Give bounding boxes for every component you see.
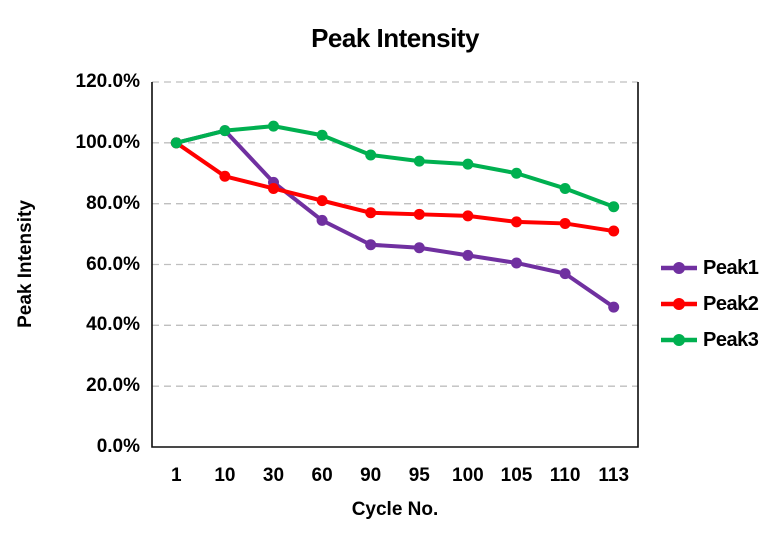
x-tick-label: 60 (311, 465, 333, 486)
legend: Peak1 Peak2 Peak3 (660, 256, 759, 352)
data-point-peak1 (608, 301, 620, 313)
data-point-peak2 (608, 225, 620, 237)
x-tick-label: 90 (360, 465, 382, 486)
legend-dot-peak3 (673, 334, 685, 346)
y-tick-label: 40.0% (86, 314, 140, 336)
data-point-peak2 (413, 208, 425, 220)
legend-marker-peak1 (661, 262, 697, 274)
data-point-peak2 (559, 217, 571, 229)
y-tick-label: 0.0% (96, 436, 140, 457)
series-line-peak3 (174, 124, 616, 209)
data-point-peak2 (268, 182, 279, 194)
data-point-peak2 (316, 195, 328, 207)
data-point-peak3 (316, 129, 328, 141)
x-tick-label: 10 (214, 465, 236, 486)
data-point-peak1 (316, 214, 328, 226)
data-point-peak2 (511, 216, 522, 228)
x-tick-label: 95 (408, 465, 430, 486)
legend-item-peak2: Peak2 (660, 292, 759, 316)
y-tick-label: 80.0% (86, 192, 140, 214)
data-point-peak3 (365, 149, 377, 161)
y-tick-label: 20.0% (86, 375, 140, 397)
x-tick-label: 30 (262, 465, 285, 486)
legend-label-peak3: Peak3 (703, 328, 759, 351)
legend-item-peak1: Peak1 (660, 256, 759, 280)
data-point-peak3 (268, 120, 279, 132)
data-point-peak3 (608, 201, 620, 213)
data-point-peak2 (365, 207, 377, 219)
legend-marker-peak3 (661, 334, 697, 346)
series-line-peak1 (174, 128, 616, 310)
data-point-peak3 (462, 158, 474, 170)
y-tick-label: 100.0% (75, 131, 140, 153)
data-point-peak3 (219, 125, 231, 137)
y-tick-label: 60.0% (86, 253, 140, 275)
axis-frame (151, 82, 639, 448)
legend-dot-peak1 (673, 262, 685, 274)
legend-label-peak1: Peak1 (703, 256, 759, 279)
y-tick-label: 120.0% (75, 71, 140, 92)
data-point-peak1 (462, 249, 474, 261)
data-point-peak2 (219, 170, 231, 182)
series-line-peak2 (174, 140, 616, 234)
x-tick-label: 1 (171, 465, 182, 486)
chart-title: Peak Intensity (311, 23, 479, 53)
x-tick-label: 105 (500, 465, 533, 486)
legend-label-peak2: Peak2 (703, 292, 759, 315)
x-axis-title: Cycle No. (351, 499, 439, 520)
x-tick-label: 113 (598, 465, 630, 486)
data-point-peak3 (170, 137, 182, 149)
data-point-peak1 (559, 268, 571, 280)
x-tick-label: 100 (452, 465, 484, 486)
data-point-peak3 (511, 167, 522, 179)
data-point-peak2 (462, 210, 474, 222)
data-point-peak3 (559, 182, 571, 194)
legend-item-peak3: Peak3 (660, 328, 759, 352)
legend-dot-peak2 (673, 298, 685, 310)
x-tick-label: 110 (549, 465, 581, 486)
data-point-peak1 (365, 239, 377, 251)
data-point-peak1 (413, 242, 425, 254)
legend-marker-peak2 (661, 298, 697, 310)
data-point-peak3 (413, 155, 425, 167)
data-point-peak1 (511, 257, 522, 269)
